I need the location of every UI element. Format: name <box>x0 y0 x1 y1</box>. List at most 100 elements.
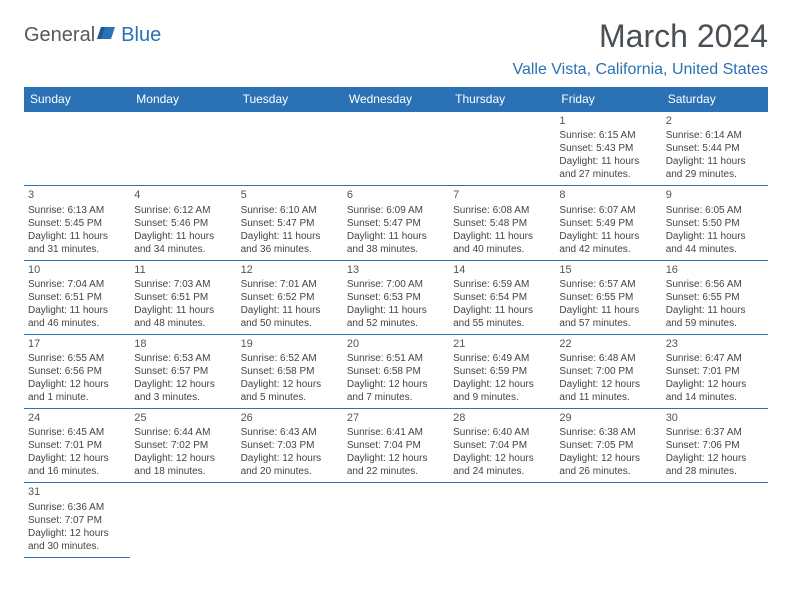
calendar-cell: 26Sunrise: 6:43 AMSunset: 7:03 PMDayligh… <box>237 409 343 483</box>
weekday-header: Tuesday <box>237 87 343 112</box>
daylight-text: Daylight: 11 hours <box>559 230 657 243</box>
calendar-cell: 4Sunrise: 6:12 AMSunset: 5:46 PMDaylight… <box>130 186 236 260</box>
sunset-text: Sunset: 6:51 PM <box>28 291 126 304</box>
sunrise-text: Sunrise: 6:55 AM <box>28 352 126 365</box>
weekday-header: Monday <box>130 87 236 112</box>
day-number: 25 <box>134 411 232 425</box>
daylight-text: Daylight: 12 hours <box>559 452 657 465</box>
daylight-text: Daylight: 11 hours <box>666 155 764 168</box>
calendar-cell: 23Sunrise: 6:47 AMSunset: 7:01 PMDayligh… <box>662 334 768 408</box>
daylight-text: and 5 minutes. <box>241 391 339 404</box>
sunrise-text: Sunrise: 6:08 AM <box>453 204 551 217</box>
calendar-cell: 8Sunrise: 6:07 AMSunset: 5:49 PMDaylight… <box>555 186 661 260</box>
day-number: 16 <box>666 263 764 277</box>
daylight-text: Daylight: 11 hours <box>134 230 232 243</box>
sunset-text: Sunset: 6:59 PM <box>453 365 551 378</box>
sunset-text: Sunset: 5:45 PM <box>28 217 126 230</box>
sunset-text: Sunset: 6:55 PM <box>559 291 657 304</box>
sunset-text: Sunset: 5:43 PM <box>559 142 657 155</box>
day-number: 13 <box>347 263 445 277</box>
day-number: 21 <box>453 337 551 351</box>
sunset-text: Sunset: 6:58 PM <box>241 365 339 378</box>
daylight-text: and 9 minutes. <box>453 391 551 404</box>
sunrise-text: Sunrise: 6:51 AM <box>347 352 445 365</box>
calendar-cell: 22Sunrise: 6:48 AMSunset: 7:00 PMDayligh… <box>555 334 661 408</box>
calendar-cell: 6Sunrise: 6:09 AMSunset: 5:47 PMDaylight… <box>343 186 449 260</box>
daylight-text: and 48 minutes. <box>134 317 232 330</box>
sunrise-text: Sunrise: 6:13 AM <box>28 204 126 217</box>
calendar-cell: 18Sunrise: 6:53 AMSunset: 6:57 PMDayligh… <box>130 334 236 408</box>
daylight-text: Daylight: 12 hours <box>347 452 445 465</box>
calendar-cell: 14Sunrise: 6:59 AMSunset: 6:54 PMDayligh… <box>449 260 555 334</box>
month-title: March 2024 <box>512 18 768 55</box>
sunrise-text: Sunrise: 6:09 AM <box>347 204 445 217</box>
daylight-text: and 57 minutes. <box>559 317 657 330</box>
calendar-header-row: SundayMondayTuesdayWednesdayThursdayFrid… <box>24 87 768 112</box>
sunrise-text: Sunrise: 6:48 AM <box>559 352 657 365</box>
logo: General Blue <box>24 24 161 47</box>
calendar-cell: 15Sunrise: 6:57 AMSunset: 6:55 PMDayligh… <box>555 260 661 334</box>
daylight-text: and 30 minutes. <box>28 540 126 553</box>
calendar-cell: 7Sunrise: 6:08 AMSunset: 5:48 PMDaylight… <box>449 186 555 260</box>
calendar-cell: 28Sunrise: 6:40 AMSunset: 7:04 PMDayligh… <box>449 409 555 483</box>
sunrise-text: Sunrise: 6:07 AM <box>559 204 657 217</box>
calendar-cell <box>555 483 661 557</box>
daylight-text: and 42 minutes. <box>559 243 657 256</box>
day-number: 10 <box>28 263 126 277</box>
sunrise-text: Sunrise: 6:36 AM <box>28 501 126 514</box>
daylight-text: and 20 minutes. <box>241 465 339 478</box>
weekday-header: Friday <box>555 87 661 112</box>
calendar-cell <box>237 112 343 186</box>
sunrise-text: Sunrise: 6:38 AM <box>559 426 657 439</box>
day-number: 1 <box>559 114 657 128</box>
sunrise-text: Sunrise: 6:37 AM <box>666 426 764 439</box>
calendar-cell: 2Sunrise: 6:14 AMSunset: 5:44 PMDaylight… <box>662 112 768 186</box>
day-number: 26 <box>241 411 339 425</box>
sunset-text: Sunset: 5:48 PM <box>453 217 551 230</box>
calendar-cell: 27Sunrise: 6:41 AMSunset: 7:04 PMDayligh… <box>343 409 449 483</box>
sunrise-text: Sunrise: 7:01 AM <box>241 278 339 291</box>
sunset-text: Sunset: 7:07 PM <box>28 514 126 527</box>
daylight-text: and 16 minutes. <box>28 465 126 478</box>
calendar-cell <box>449 483 555 557</box>
sunset-text: Sunset: 5:50 PM <box>666 217 764 230</box>
daylight-text: Daylight: 12 hours <box>453 452 551 465</box>
calendar-cell: 19Sunrise: 6:52 AMSunset: 6:58 PMDayligh… <box>237 334 343 408</box>
daylight-text: Daylight: 12 hours <box>28 527 126 540</box>
daylight-text: Daylight: 12 hours <box>241 378 339 391</box>
sunrise-text: Sunrise: 6:10 AM <box>241 204 339 217</box>
sunrise-text: Sunrise: 6:12 AM <box>134 204 232 217</box>
sunset-text: Sunset: 5:47 PM <box>347 217 445 230</box>
sunset-text: Sunset: 5:49 PM <box>559 217 657 230</box>
daylight-text: Daylight: 12 hours <box>134 452 232 465</box>
daylight-text: Daylight: 12 hours <box>28 452 126 465</box>
daylight-text: and 38 minutes. <box>347 243 445 256</box>
sunrise-text: Sunrise: 7:03 AM <box>134 278 232 291</box>
day-number: 12 <box>241 263 339 277</box>
calendar-cell: 21Sunrise: 6:49 AMSunset: 6:59 PMDayligh… <box>449 334 555 408</box>
daylight-text: and 3 minutes. <box>134 391 232 404</box>
daylight-text: and 59 minutes. <box>666 317 764 330</box>
daylight-text: Daylight: 12 hours <box>241 452 339 465</box>
sunrise-text: Sunrise: 6:59 AM <box>453 278 551 291</box>
calendar-cell: 16Sunrise: 6:56 AMSunset: 6:55 PMDayligh… <box>662 260 768 334</box>
day-number: 20 <box>347 337 445 351</box>
calendar-cell <box>24 112 130 186</box>
daylight-text: Daylight: 11 hours <box>453 230 551 243</box>
calendar-cell: 29Sunrise: 6:38 AMSunset: 7:05 PMDayligh… <box>555 409 661 483</box>
sunrise-text: Sunrise: 6:45 AM <box>28 426 126 439</box>
calendar-cell <box>130 112 236 186</box>
daylight-text: Daylight: 12 hours <box>134 378 232 391</box>
sunset-text: Sunset: 6:56 PM <box>28 365 126 378</box>
daylight-text: Daylight: 12 hours <box>666 452 764 465</box>
calendar-cell: 17Sunrise: 6:55 AMSunset: 6:56 PMDayligh… <box>24 334 130 408</box>
sunrise-text: Sunrise: 6:41 AM <box>347 426 445 439</box>
sunset-text: Sunset: 7:03 PM <box>241 439 339 452</box>
day-number: 24 <box>28 411 126 425</box>
calendar-cell: 1Sunrise: 6:15 AMSunset: 5:43 PMDaylight… <box>555 112 661 186</box>
daylight-text: and 11 minutes. <box>559 391 657 404</box>
day-number: 15 <box>559 263 657 277</box>
sunset-text: Sunset: 6:52 PM <box>241 291 339 304</box>
daylight-text: Daylight: 12 hours <box>453 378 551 391</box>
sunset-text: Sunset: 6:51 PM <box>134 291 232 304</box>
